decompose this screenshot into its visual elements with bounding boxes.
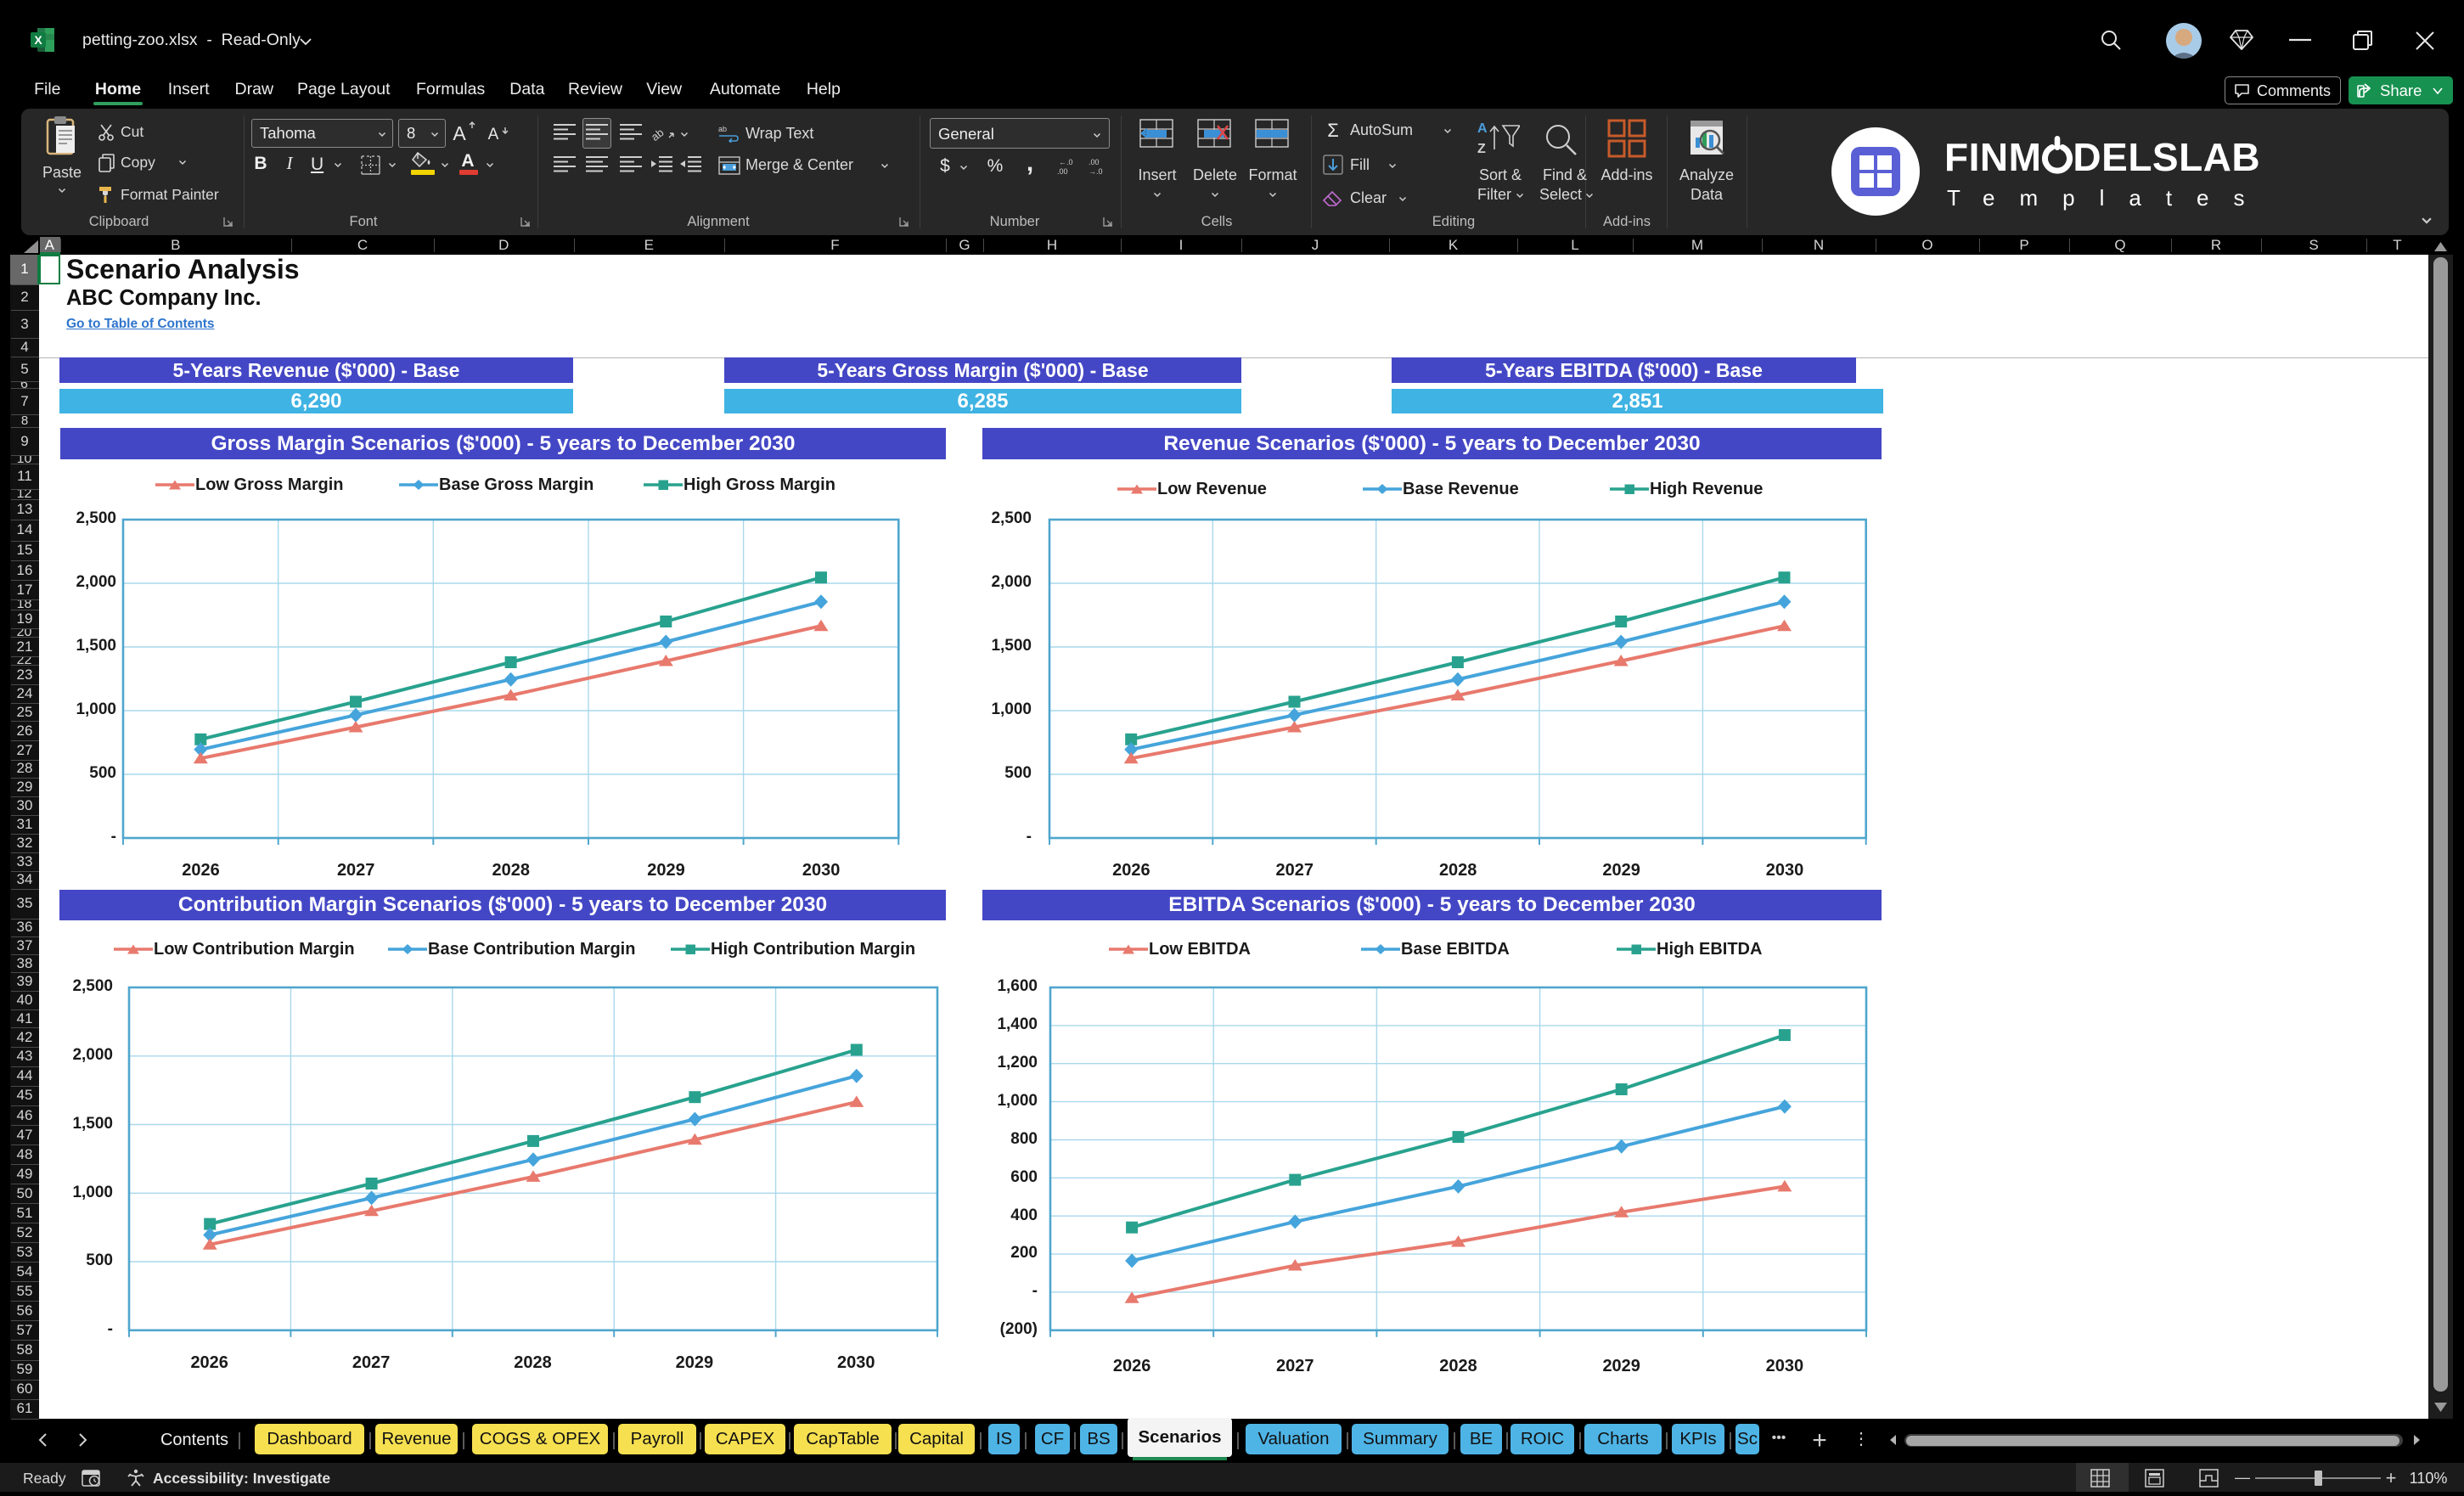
svg-text:A: A [1477,121,1488,136]
svg-text:ab: ab [652,126,667,143]
svg-text:X: X [34,33,42,47]
svg-text:Z: Z [1477,142,1486,156]
svg-text:←.0: ←.0 [1059,158,1073,166]
svg-text:.00: .00 [1089,158,1100,166]
svg-text:ab: ab [718,125,727,133]
svg-text:.00: .00 [1057,167,1068,176]
svg-text:→.0: →.0 [1089,167,1103,176]
